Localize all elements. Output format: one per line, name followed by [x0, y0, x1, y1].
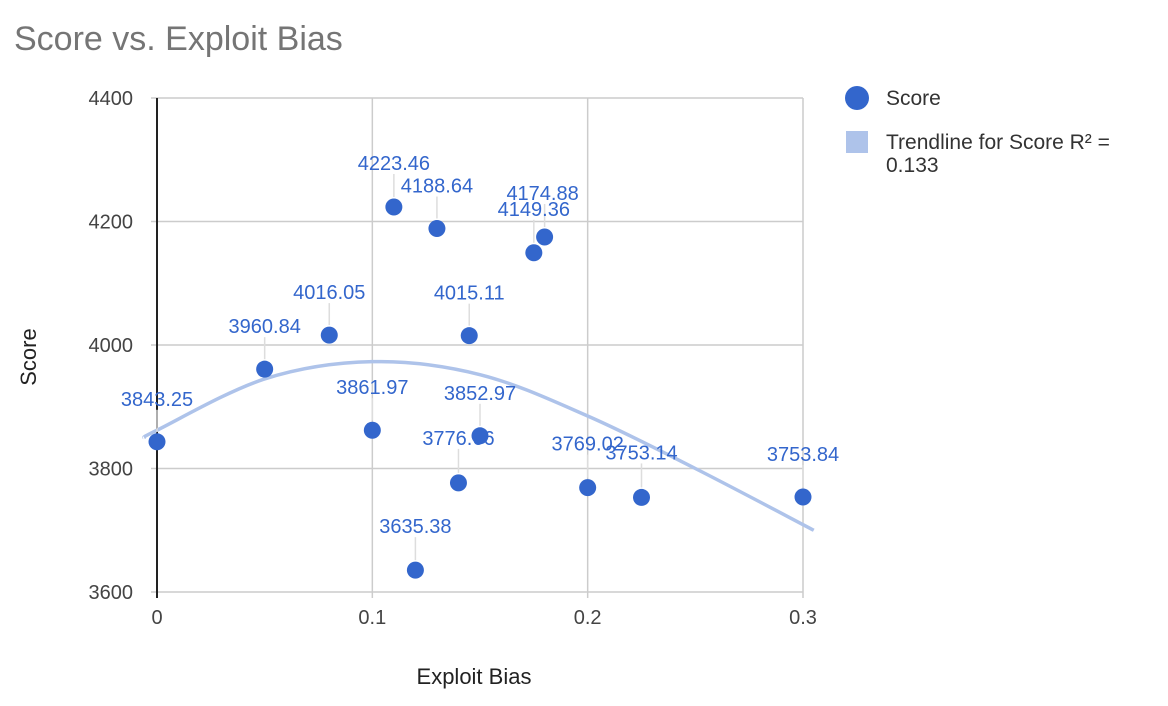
data-label-6: 4188.64 — [401, 176, 473, 198]
data-label-14: 3753.84 — [767, 444, 839, 466]
x-tick-label-3: 0.3 — [789, 607, 817, 629]
data-label-4: 4223.46 — [358, 153, 430, 175]
data-point-14 — [794, 488, 812, 506]
grid-lines — [151, 97, 804, 598]
data-label-3: 3861.97 — [336, 377, 408, 399]
data-point-5 — [406, 561, 424, 579]
legend-trendline-label-line1: Trendline for Score R² = — [886, 131, 1110, 154]
data-point-1 — [256, 360, 274, 378]
data-label-0: 3843.25 — [121, 389, 193, 411]
y-axis-ticks: 3600 3800 4000 4200 4400 — [89, 88, 134, 604]
x-tick-label-2: 0.2 — [574, 607, 602, 629]
x-tick-label-0: 0 — [151, 607, 162, 629]
data-point-7 — [449, 474, 467, 492]
data-point-9 — [471, 427, 489, 445]
trendline — [142, 359, 815, 532]
label-leaders — [156, 174, 804, 561]
data-labels: 3843.25 3960.84 4016.05 3861.97 4223.46 3635.… — [121, 153, 839, 538]
data-label-12: 3769.02 — [552, 434, 624, 456]
data-label-5: 3635.38 — [379, 516, 451, 538]
data-point-6 — [428, 220, 446, 238]
data-point-12 — [579, 479, 597, 497]
legend-score-label: Score — [886, 87, 941, 110]
x-axis-ticks: 0 0.1 0.2 0.3 — [151, 607, 816, 629]
y-tick-label-3: 4200 — [89, 212, 134, 234]
y-tick-label-4: 4400 — [89, 88, 134, 110]
legend-trendline-label-line2: 0.133 — [886, 154, 939, 177]
legend-score-marker — [845, 86, 869, 110]
data-point-13 — [633, 488, 650, 506]
y-tick-label-1: 3800 — [89, 459, 134, 481]
y-tick-label-2: 4000 — [89, 335, 134, 357]
legend: Score Trendline for Score R² = 0.133 — [845, 86, 1110, 177]
data-point-0 — [148, 433, 166, 451]
data-point-8 — [460, 327, 478, 345]
y-axis-title: Score — [16, 328, 41, 385]
trendline-curve — [142, 359, 815, 532]
data-label-10: 4149.36 — [498, 199, 570, 221]
data-label-7: 3776.66 — [422, 428, 494, 450]
data-point-2 — [320, 326, 338, 344]
data-point-3 — [363, 421, 381, 439]
data-label-1: 3960.84 — [229, 316, 301, 338]
data-label-8: 4015.11 — [434, 283, 505, 305]
data-label-13: 3753.14 — [605, 442, 677, 464]
data-label-2: 4016.05 — [293, 282, 365, 304]
data-point-11 — [536, 228, 554, 246]
data-label-9: 3852.97 — [444, 383, 516, 405]
data-point-10 — [525, 244, 543, 262]
data-points — [148, 198, 812, 579]
y-tick-label-0: 3600 — [89, 582, 134, 604]
legend-trendline-swatch — [846, 131, 868, 153]
x-axis-title: Exploit Bias — [417, 664, 532, 689]
data-label-11: 4174.88 — [506, 183, 578, 205]
data-point-4 — [385, 198, 403, 216]
x-tick-label-1: 0.1 — [358, 607, 386, 629]
chart-title: Score vs. Exploit Bias — [14, 20, 343, 58]
